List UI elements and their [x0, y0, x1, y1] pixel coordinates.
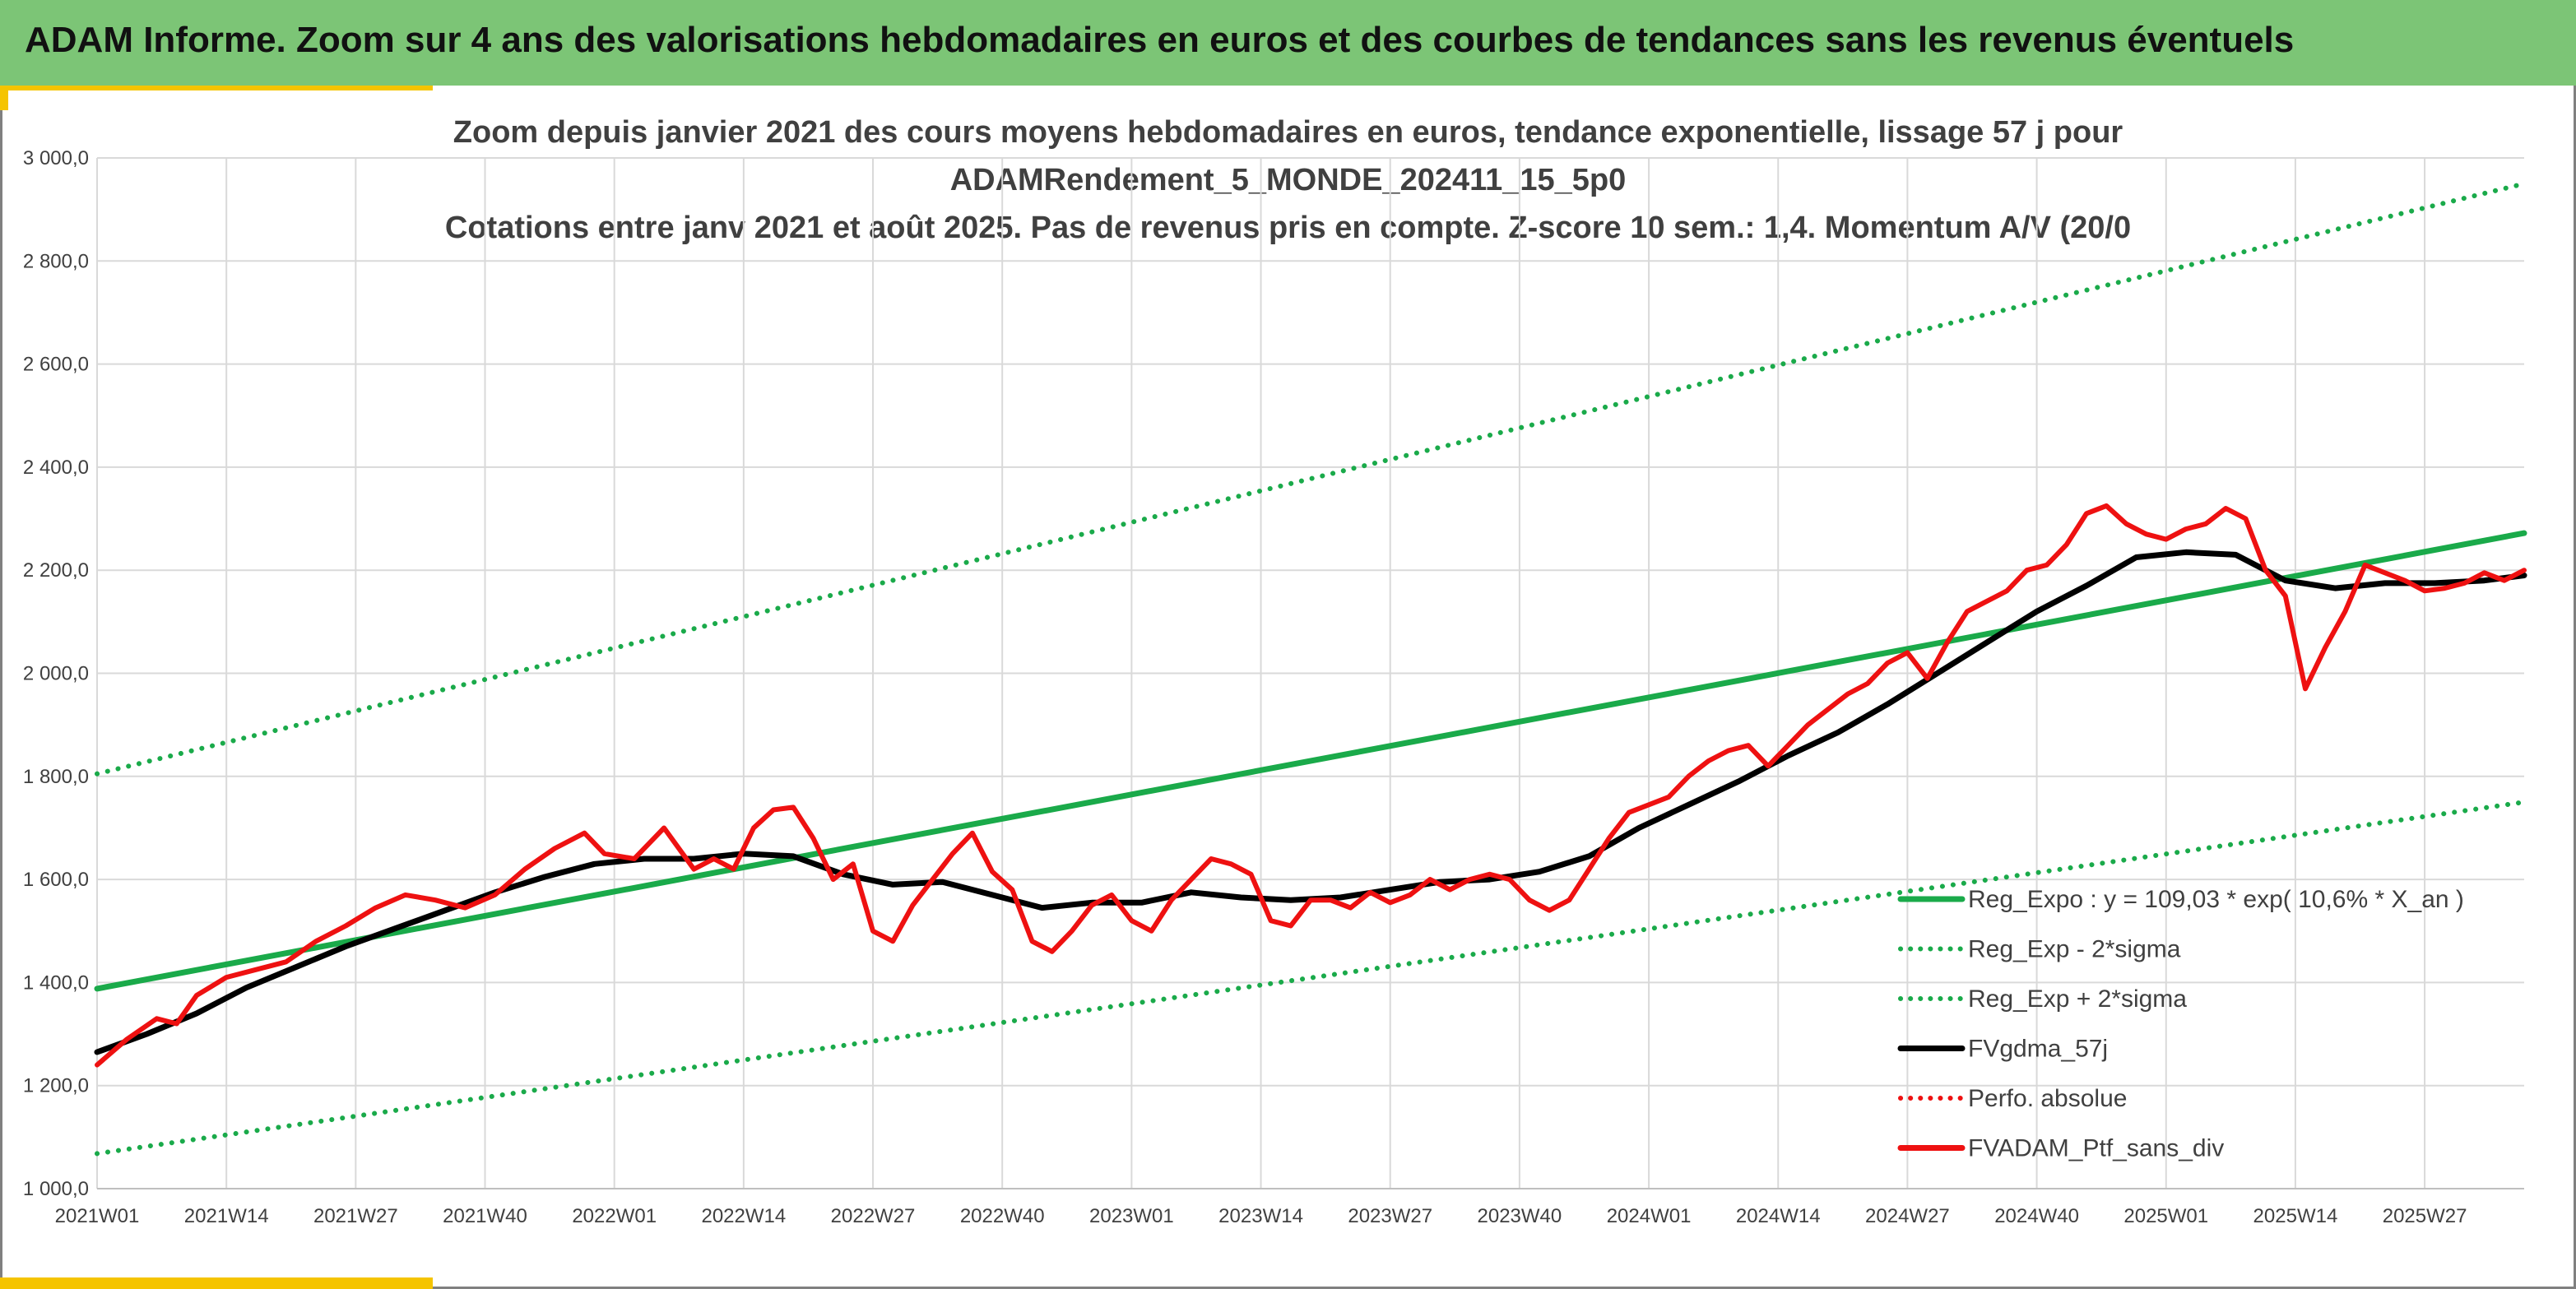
chart-title-line-2: ADAMRendement_5_MONDE_202411_15_5p0 — [949, 163, 1627, 197]
x-tick-label: 2025W14 — [2253, 1205, 2338, 1227]
x-tick-label: 2022W14 — [701, 1205, 786, 1227]
header-title: ADAM Informe. Zoom sur 4 ans des valoris… — [25, 20, 2295, 60]
x-tick-label: 2022W27 — [831, 1205, 916, 1227]
y-tick-label: 2 400,0 — [23, 457, 89, 479]
x-tick-label: 2023W27 — [1348, 1205, 1432, 1227]
x-tick-label: 2025W27 — [2383, 1205, 2467, 1227]
legend-label: Perfo. absolue — [1968, 1085, 2127, 1112]
y-tick-label: 1 400,0 — [23, 971, 89, 994]
legend-label: FVADAM_Ptf_sans_div — [1968, 1135, 2224, 1162]
x-tick-label: 2024W01 — [1607, 1205, 1692, 1227]
x-tick-label: 2024W40 — [1994, 1205, 2079, 1227]
x-tick-label: 2025W01 — [2123, 1205, 2208, 1227]
legend-label: Reg_Exp + 2*sigma — [1968, 985, 2187, 1013]
x-tick-label: 2024W14 — [1736, 1205, 1821, 1227]
chart-title-line-1: Zoom depuis janvier 2021 des cours moyen… — [453, 115, 2123, 150]
legend-label: Reg_Expo : y = 109,03 * exp( 10,6% * X_a… — [1968, 886, 2464, 913]
series-line — [95, 503, 2527, 1068]
accent-bar-left — [0, 86, 8, 110]
y-tick-label: 2 800,0 — [23, 250, 89, 272]
x-tick-label: 2023W14 — [1218, 1205, 1303, 1227]
series-line — [94, 530, 2527, 992]
x-tick-label: 2023W40 — [1478, 1205, 1562, 1227]
chart-title: Zoom depuis janvier 2021 des cours moyen… — [0, 109, 2576, 252]
series-line — [95, 181, 2527, 777]
x-tick-label: 2021W40 — [443, 1205, 527, 1227]
y-tick-label: 2 000,0 — [23, 663, 89, 685]
y-tick-label: 2 200,0 — [23, 559, 89, 582]
header-banner: ADAM Informe. Zoom sur 4 ans des valoris… — [0, 0, 2576, 86]
y-tick-label: 1 800,0 — [23, 766, 89, 788]
y-tick-label: 3 000,0 — [23, 147, 89, 169]
x-tick-label: 2024W27 — [1865, 1205, 1950, 1227]
y-tick-label: 1 200,0 — [23, 1075, 89, 1097]
x-tick-label: 2021W27 — [313, 1205, 398, 1227]
series-line — [95, 800, 2527, 1157]
accent-bar-bottom-left — [0, 1277, 433, 1289]
y-tick-label: 1 000,0 — [23, 1178, 89, 1200]
x-tick-label: 2023W01 — [1089, 1205, 1174, 1227]
x-tick-label: 2021W01 — [55, 1205, 140, 1227]
x-tick-label: 2021W14 — [184, 1205, 269, 1227]
accent-bar-top-left — [0, 86, 433, 90]
y-tick-label: 1 600,0 — [23, 869, 89, 891]
x-tick-label: 2022W40 — [960, 1205, 1045, 1227]
y-tick-label: 2 600,0 — [23, 354, 89, 376]
legend-label: Reg_Exp - 2*sigma — [1968, 936, 2181, 963]
series-line — [94, 549, 2527, 1055]
legend-label: FVgdma_57j — [1968, 1036, 2108, 1063]
x-tick-label: 2022W01 — [572, 1205, 657, 1227]
chart-title-line-3: Cotations entre janv 2021 et août 2025. … — [444, 211, 2132, 245]
